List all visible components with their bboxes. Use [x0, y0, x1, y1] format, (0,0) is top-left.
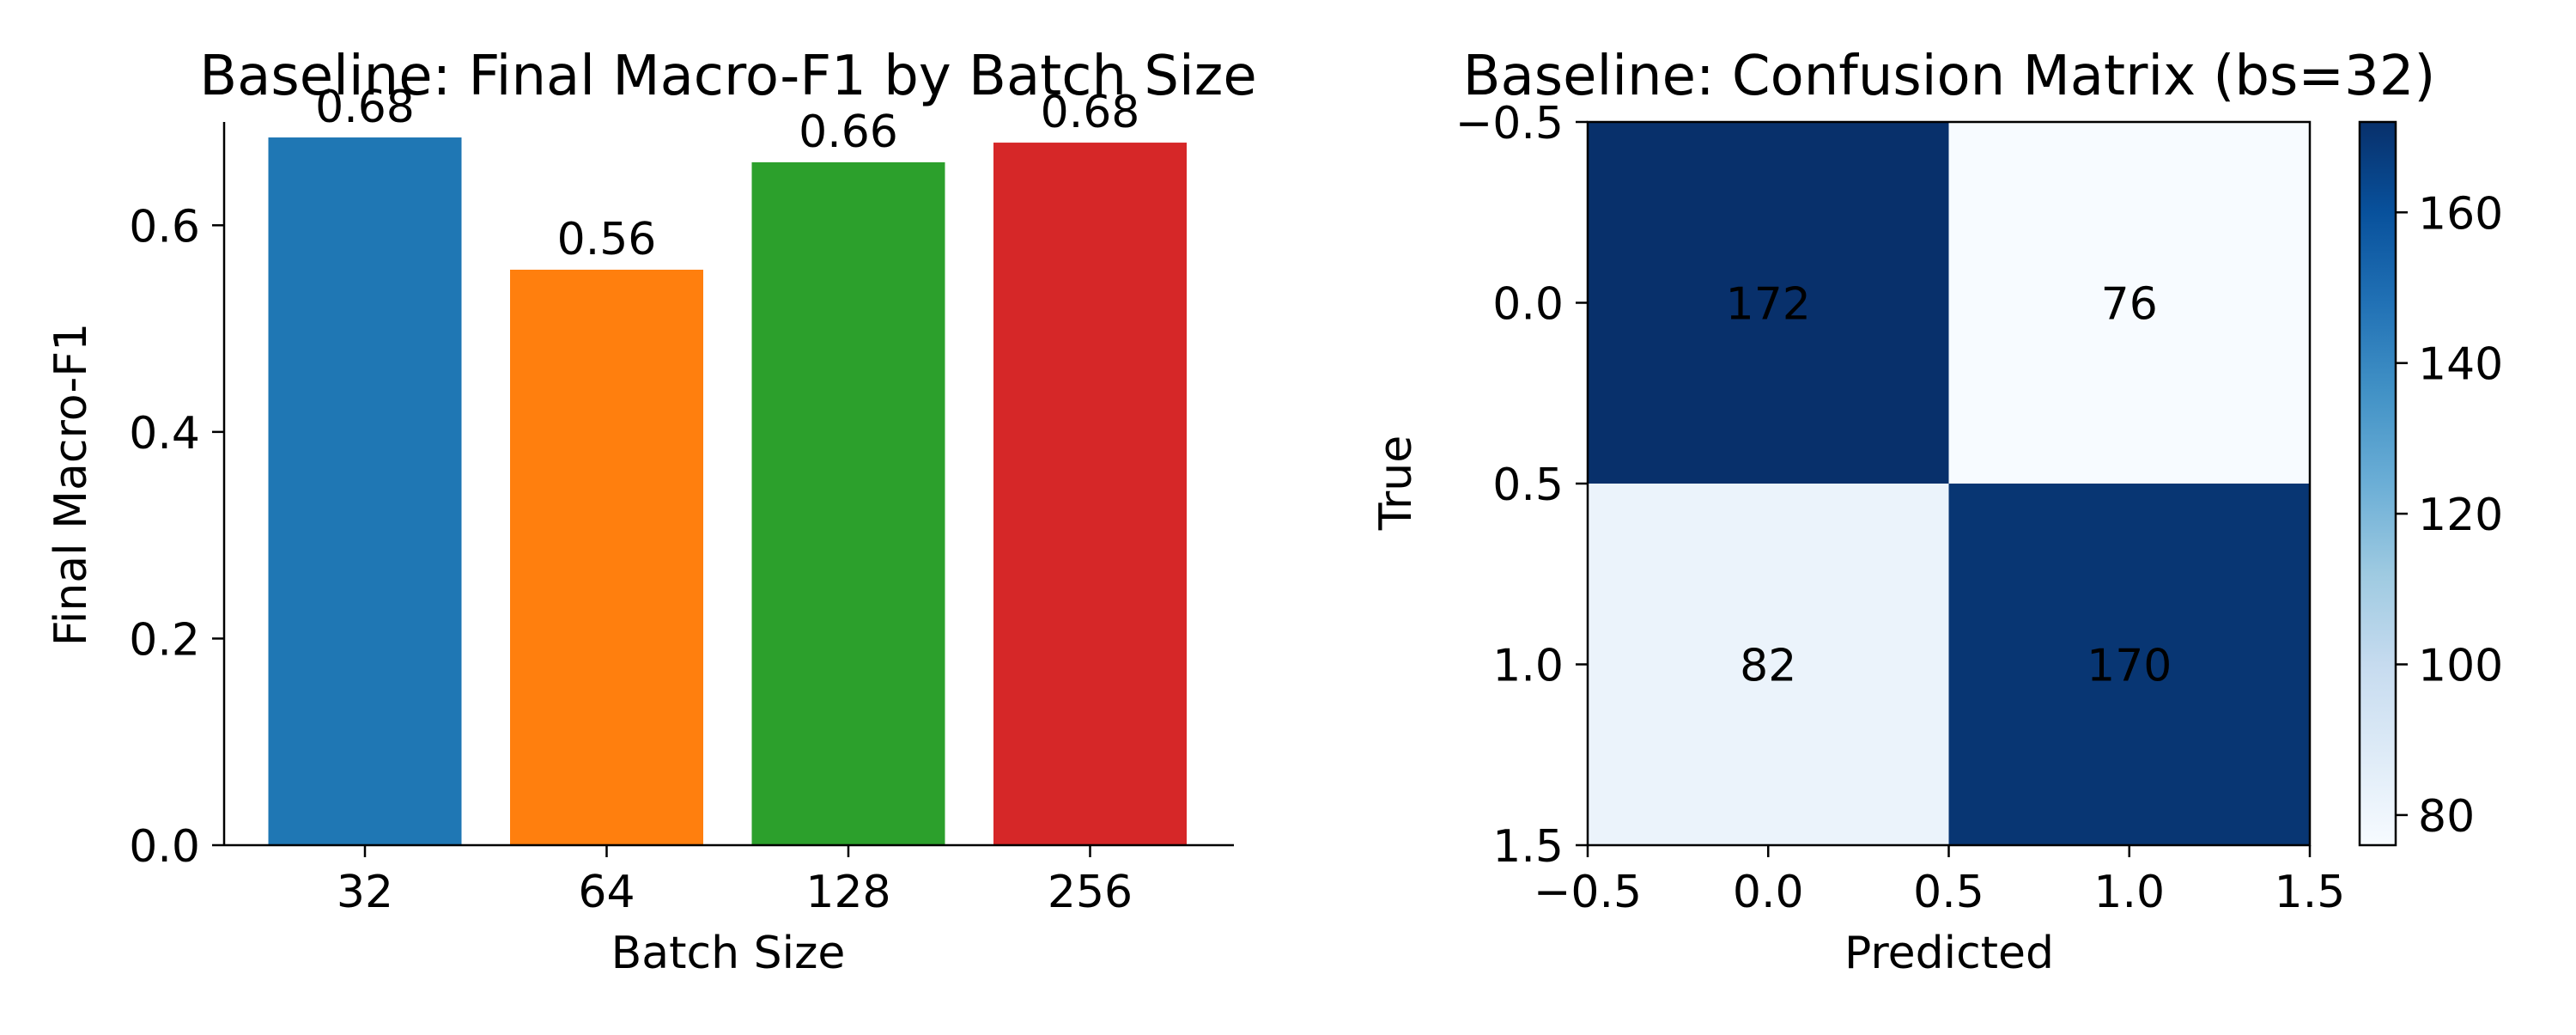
heatmap-y-tick-label: 1.5	[1492, 821, 1564, 873]
bar-data-label: 0.66	[799, 107, 898, 158]
colorbar-tick-label: 140	[2418, 339, 2503, 391]
colorbar-tick-label: 100	[2418, 641, 2503, 692]
bar-x-axis-ticks: 32 64 128 256	[337, 845, 1133, 918]
confusion-matrix-panel: Baseline: Confusion Matrix (bs=32) Predi…	[1370, 45, 2503, 979]
bar-data-label: 0.68	[1041, 87, 1140, 138]
confusion-matrix-xlabel: Predicted	[1844, 928, 2054, 979]
colorbar	[2358, 120, 2397, 847]
colorbar-tick-label: 160	[2418, 188, 2503, 240]
bar-data-label: 0.68	[315, 82, 415, 133]
confusion-matrix-cells	[1588, 122, 2310, 845]
bar-y-tick-label: 0.2	[129, 614, 200, 666]
heatmap-y-tick-label: 0.0	[1492, 279, 1564, 331]
confusion-cell-0-0	[1588, 122, 1949, 484]
confusion-cell-1-1	[1948, 484, 2310, 845]
heatmap-x-tick-label: 0.0	[1733, 867, 1804, 918]
bar-x-tick-label: 128	[805, 867, 890, 918]
bar-64	[510, 270, 703, 846]
bar-y-axis-ticks: 0.0 0.2 0.4 0.6	[129, 201, 224, 873]
confusion-cell-label: 170	[2087, 641, 2172, 692]
confusion-matrix-y-ticks: −0.5 0.0 0.5 1.0 1.5	[1455, 98, 1588, 873]
confusion-matrix-title: Baseline: Confusion Matrix (bs=32)	[1463, 45, 2436, 108]
colorbar-ticks: 80 100 120 140 160	[2396, 188, 2503, 843]
confusion-matrix-cell-labels: 172 76 82 170	[1726, 279, 2172, 692]
bar-data-label: 0.56	[557, 214, 657, 265]
heatmap-y-tick-label: −0.5	[1455, 98, 1564, 149]
confusion-cell-0-1	[1948, 122, 2310, 484]
confusion-cell-label: 172	[1726, 279, 1811, 331]
bar-y-tick-label: 0.4	[129, 408, 200, 460]
bar-chart-xlabel: Batch Size	[611, 928, 846, 979]
heatmap-x-tick-label: −0.5	[1534, 867, 1642, 918]
bar-32	[268, 137, 462, 846]
confusion-matrix-x-ticks: −0.5 0.0 0.5 1.0 1.5	[1534, 845, 2345, 918]
heatmap-y-tick-label: 0.5	[1492, 460, 1564, 511]
bar-x-tick-label: 64	[578, 867, 635, 918]
colorbar-tick-label: 120	[2418, 490, 2503, 541]
bar-x-tick-label: 256	[1048, 867, 1133, 918]
colorbar-tick-label: 80	[2418, 791, 2475, 843]
bar-x-tick-label: 32	[337, 867, 393, 918]
confusion-matrix-ylabel: True	[1370, 435, 1422, 531]
confusion-cell-label: 76	[2101, 279, 2158, 331]
bar-chart-panel: Baseline: Final Macro-F1 by Batch Size B…	[46, 45, 1257, 979]
bar-128	[751, 161, 945, 845]
heatmap-x-tick-label: 1.0	[2093, 867, 2165, 918]
heatmap-x-tick-label: 0.5	[1913, 867, 1984, 918]
bar-marks: 0.68 0.56 0.66 0.68	[268, 82, 1187, 846]
confusion-cell-label: 82	[1740, 641, 1796, 692]
bar-y-tick-label: 0.6	[129, 201, 200, 253]
bar-y-tick-label: 0.0	[129, 821, 200, 873]
bar-chart-ylabel: Final Macro-F1	[46, 323, 97, 646]
bar-chart-title: Baseline: Final Macro-F1 by Batch Size	[199, 45, 1256, 108]
bar-256	[993, 143, 1187, 846]
heatmap-y-tick-label: 1.0	[1492, 641, 1564, 692]
confusion-cell-1-0	[1588, 484, 1949, 845]
heatmap-x-tick-label: 1.5	[2275, 867, 2346, 918]
